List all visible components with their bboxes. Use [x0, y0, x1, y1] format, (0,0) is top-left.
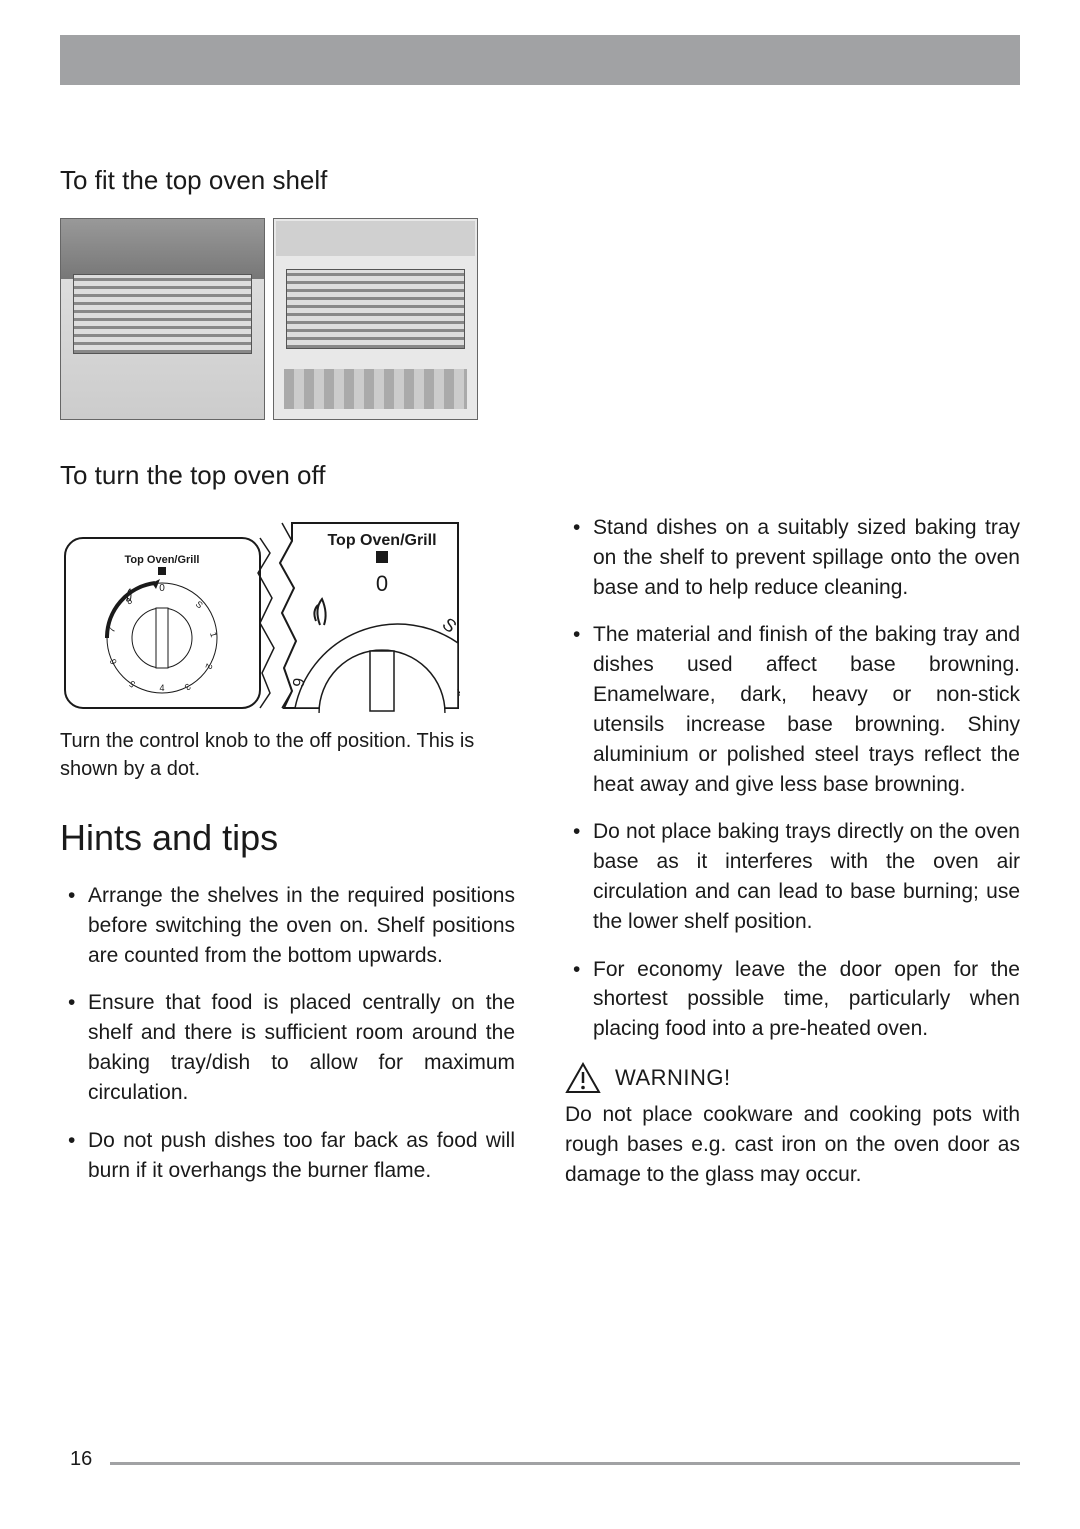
list-item: Arrange the shelves in the required posi…: [60, 881, 515, 970]
svg-text:0: 0: [376, 571, 388, 596]
warning-body: Do not place cookware and cooking pots w…: [565, 1100, 1020, 1189]
warning-heading: WARNING!: [565, 1062, 1020, 1094]
list-item: The material and finish of the baking tr…: [565, 620, 1020, 799]
list-item: Ensure that food is placed centrally on …: [60, 988, 515, 1107]
header-bar: [60, 35, 1020, 85]
fit-shelf-heading: To fit the top oven shelf: [60, 165, 1020, 196]
knob-small-label: Top Oven/Grill: [125, 554, 200, 566]
svg-text:0: 0: [159, 583, 165, 594]
list-item: Do not push dishes too far back as food …: [60, 1126, 515, 1186]
hints-list-right: Stand dishes on a suitably sized baking …: [565, 513, 1020, 1044]
knob-large-label: Top Oven/Grill: [327, 532, 436, 549]
left-column: Top Oven/Grill 0 S 1 2 3 4 5 6 7 8: [60, 513, 515, 1203]
hints-list-left: Arrange the shelves in the required posi…: [60, 881, 515, 1185]
content-columns: Top Oven/Grill 0 S 1 2 3 4 5 6 7 8: [60, 513, 1020, 1203]
page-number: 16: [70, 1448, 92, 1471]
knob-figure: Top Oven/Grill 0 S 1 2 3 4 5 6 7 8: [60, 513, 460, 713]
warning-label: WARNING!: [615, 1065, 731, 1091]
oven-shelf-image-1: [60, 218, 265, 420]
list-item: Stand dishes on a suitably sized baking …: [565, 513, 1020, 602]
right-column: Stand dishes on a suitably sized baking …: [565, 513, 1020, 1189]
svg-text:4: 4: [159, 683, 164, 693]
knob-caption: Turn the control knob to the off positio…: [60, 727, 515, 783]
oven-shelf-image-2: [273, 218, 478, 420]
hints-heading: Hints and tips: [60, 817, 515, 859]
turn-off-heading: To turn the top oven off: [60, 460, 1020, 491]
list-item: For economy leave the door open for the …: [565, 955, 1020, 1044]
shelf-images-row: [60, 218, 1020, 420]
warning-icon: [565, 1062, 601, 1094]
list-item: Do not place baking trays directly on th…: [565, 817, 1020, 936]
footer-line: [110, 1462, 1020, 1465]
